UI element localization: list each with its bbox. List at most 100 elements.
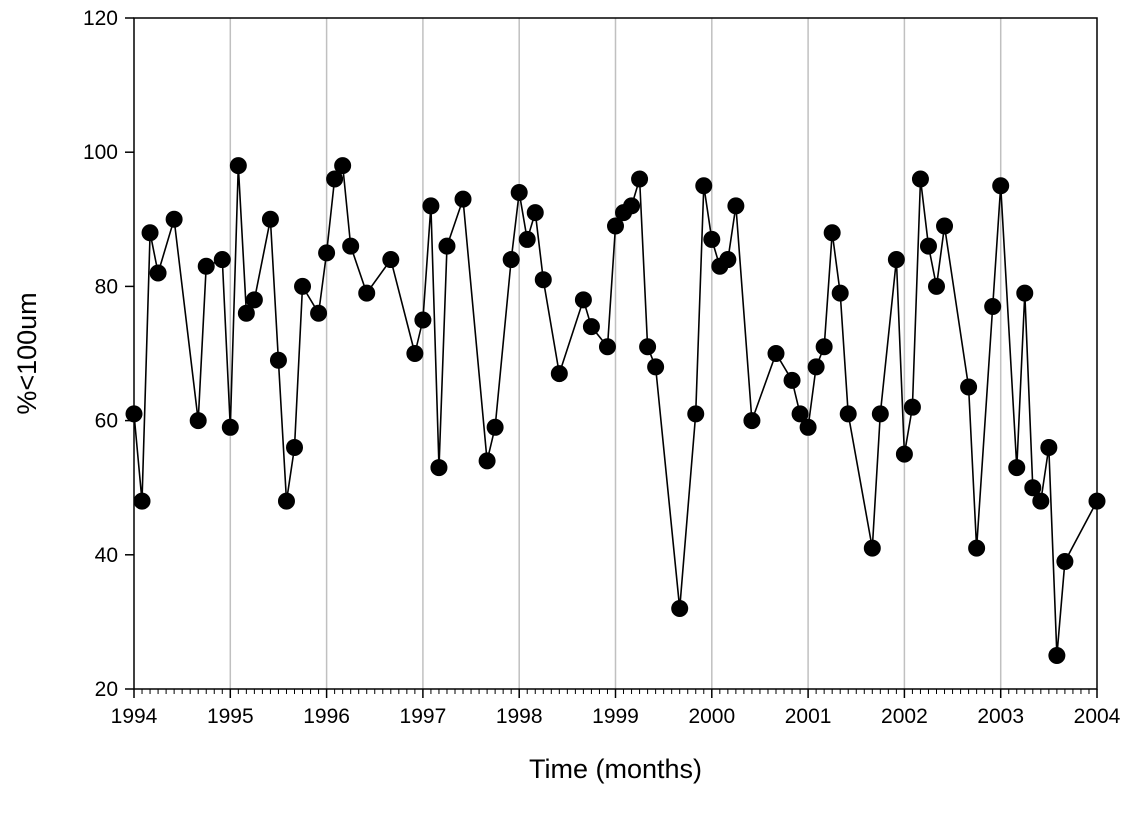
data-point <box>719 251 737 269</box>
x-tick-label: 1996 <box>303 705 350 728</box>
data-point <box>823 224 841 242</box>
data-point <box>125 405 143 423</box>
data-point <box>727 197 745 215</box>
axis-ticks <box>125 17 1098 698</box>
data-point <box>871 405 889 423</box>
data-point <box>478 452 496 470</box>
y-tick-label: 100 <box>83 141 118 164</box>
x-tick-label: 2000 <box>688 705 735 728</box>
data-point <box>510 183 528 201</box>
data-point <box>213 251 231 269</box>
data-point <box>165 210 183 228</box>
data-point <box>189 412 207 430</box>
data-point <box>598 338 616 356</box>
data-point <box>318 244 336 262</box>
data-point <box>414 311 432 329</box>
data-point <box>984 298 1002 316</box>
data-point <box>582 318 600 336</box>
data-point <box>229 157 247 175</box>
x-tick-label: 2001 <box>785 705 832 728</box>
x-tick-label: 2003 <box>977 705 1024 728</box>
data-point <box>149 264 167 282</box>
data-point <box>245 291 263 309</box>
data-point <box>919 237 937 255</box>
data-point <box>968 539 986 557</box>
data-point <box>486 418 504 436</box>
data-point <box>895 445 913 463</box>
data-point <box>703 230 721 248</box>
data-point <box>406 345 424 362</box>
data-point <box>277 492 295 510</box>
data-point <box>286 438 303 456</box>
data-point <box>454 190 472 208</box>
data-point <box>430 459 448 477</box>
data-point <box>310 304 328 322</box>
data-point <box>911 170 929 188</box>
data-point <box>237 304 255 322</box>
data-point <box>1088 492 1106 510</box>
data-point <box>269 351 287 369</box>
data-point <box>1032 492 1050 510</box>
data-point <box>743 412 761 430</box>
y-axis-title: %<100um <box>12 292 42 414</box>
data-point <box>574 291 592 309</box>
data-point <box>839 405 857 423</box>
data-point <box>607 217 624 235</box>
data-point <box>992 177 1010 195</box>
data-point <box>631 170 649 188</box>
x-tick-label: 1995 <box>207 705 254 728</box>
tick-labels: 1994 1995 1996 1997 1998 1999 2000 2001 2002 2003… <box>83 7 1121 728</box>
data-point <box>518 230 536 248</box>
x-tick-label: 2002 <box>881 705 928 728</box>
data-point <box>1024 479 1042 497</box>
data-point <box>928 277 945 295</box>
data-point <box>936 217 954 235</box>
data-point <box>903 398 921 416</box>
data-point <box>141 224 159 242</box>
x-tick-label: 1994 <box>111 705 158 728</box>
data-point <box>791 405 809 423</box>
y-tick-label: 60 <box>95 410 118 433</box>
data-point <box>623 197 641 215</box>
data-point <box>831 284 849 302</box>
data-point <box>863 539 881 557</box>
data-point <box>687 405 705 423</box>
gridlines <box>229 18 1002 689</box>
data-point <box>887 251 905 269</box>
data-point <box>422 197 440 215</box>
y-tick-label: 80 <box>95 275 118 298</box>
y-tick-label: 40 <box>95 544 118 567</box>
data-point <box>799 418 817 436</box>
data-point <box>358 284 376 302</box>
data-point <box>639 338 657 356</box>
data-point <box>767 345 785 362</box>
data-point <box>815 338 833 356</box>
data-point <box>960 378 978 396</box>
data-point <box>807 358 825 376</box>
data-point <box>534 271 552 289</box>
x-tick-label: 2004 <box>1074 705 1121 728</box>
data-point <box>326 170 344 188</box>
data-points <box>125 157 1106 664</box>
data-point <box>334 157 352 175</box>
data-point <box>261 210 279 228</box>
data-point <box>1008 459 1026 477</box>
data-point <box>1016 284 1034 302</box>
data-point <box>783 371 801 389</box>
x-axis-title: Time (months) <box>529 754 702 784</box>
data-point <box>526 204 544 222</box>
data-point <box>1040 438 1058 456</box>
data-point <box>221 418 239 436</box>
data-point <box>342 237 360 255</box>
data-point <box>1048 646 1066 664</box>
data-point <box>550 365 568 383</box>
y-tick-label: 120 <box>83 7 118 30</box>
x-tick-label: 1999 <box>592 705 639 728</box>
data-point <box>133 492 151 510</box>
data-point <box>671 599 689 617</box>
data-point <box>502 251 520 269</box>
x-tick-label: 1998 <box>496 705 543 728</box>
data-point <box>197 257 215 275</box>
